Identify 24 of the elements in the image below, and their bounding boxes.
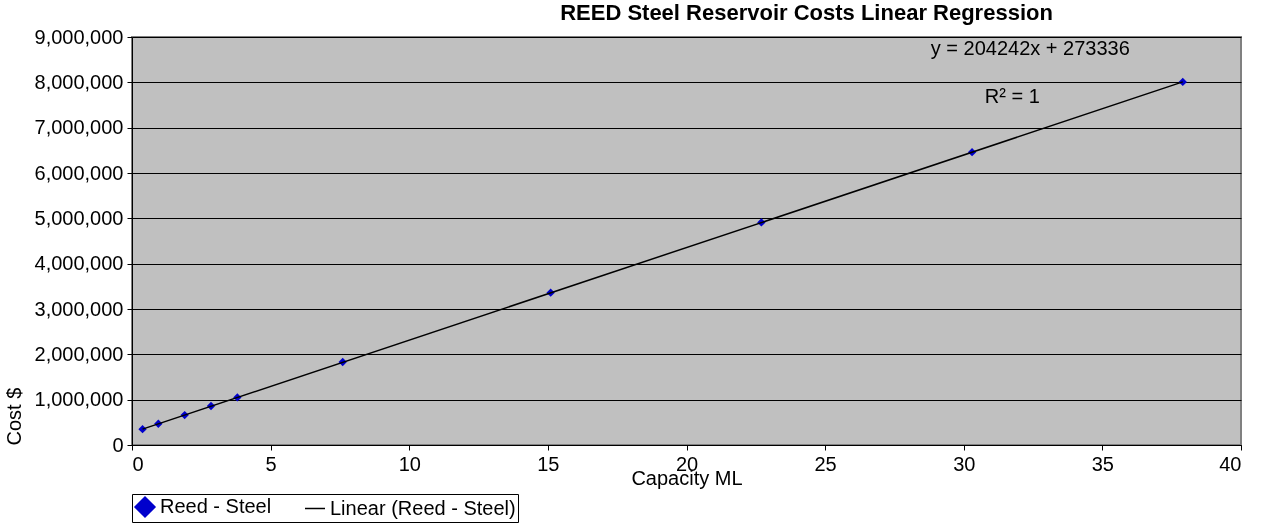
- x-tick-label: 15: [537, 452, 560, 475]
- y-tick-label: 0: [112, 433, 124, 456]
- x-tick-label: 35: [1091, 452, 1114, 475]
- y-tick-label: 7,000,000: [34, 116, 124, 139]
- x-tick-label: 5: [265, 452, 277, 475]
- annotation: y = 204242x + 273336: [930, 37, 1130, 59]
- y-tick-label: 4,000,000: [34, 252, 124, 275]
- y-tick-label: 6,000,000: [34, 161, 124, 184]
- legend-label: Reed - Steel: [160, 495, 272, 517]
- y-axis-title: Cost $: [2, 387, 25, 446]
- x-tick-label: 40: [1219, 452, 1242, 475]
- x-tick-label: 10: [398, 452, 421, 475]
- y-tick-label: 1,000,000: [34, 388, 124, 411]
- x-tick-label: 30: [953, 452, 976, 475]
- y-tick-label: 5,000,000: [34, 206, 124, 229]
- legend-label: Linear (Reed - Steel): [330, 496, 516, 519]
- y-tick-label: 3,000,000: [34, 297, 124, 320]
- y-tick-label: 2,000,000: [34, 342, 124, 365]
- annotation: R² = 1: [984, 85, 1040, 107]
- y-tick-label: 8,000,000: [34, 70, 124, 93]
- chart-title: REED Steel Reservoir Costs Linear Regression: [560, 0, 1053, 25]
- y-tick-label: 9,000,000: [34, 25, 124, 48]
- x-tick-label: 25: [814, 452, 837, 475]
- x-tick-label: 0: [132, 452, 144, 475]
